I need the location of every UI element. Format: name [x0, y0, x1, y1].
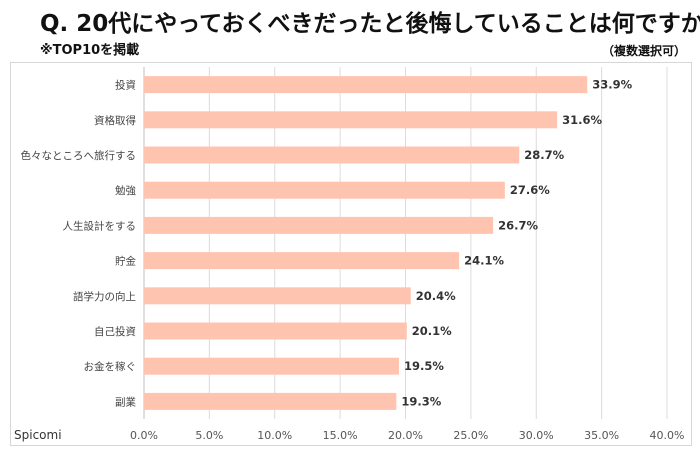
bar: [144, 146, 520, 164]
data-label: 20.4%: [416, 289, 456, 303]
x-tick-label: 10.0%: [257, 429, 292, 442]
category-label: 投資: [115, 79, 136, 92]
data-label: 26.7%: [498, 218, 538, 232]
data-label: 20.1%: [412, 324, 452, 338]
chart-area: 0.0% 5.0% 10.0% 15.0% 20.0% 25.0% 30.0% 35.0% 40…: [10, 62, 692, 446]
bar: [144, 322, 407, 340]
x-tick-label: 15.0%: [323, 429, 358, 442]
multiple-choice-note: （複数選択可）: [601, 44, 686, 58]
bar: [144, 76, 588, 94]
category-label: 自己投資: [94, 325, 136, 338]
category-label: 資格取得: [94, 114, 136, 127]
category-label: 人生設計をする: [63, 219, 137, 232]
brand-logo-text: Spicomi: [14, 428, 62, 442]
x-tick-label: 40.0%: [650, 429, 685, 442]
data-label: 33.9%: [592, 78, 632, 92]
top10-note: ※TOP10を掲載: [40, 43, 140, 58]
data-label: 19.3%: [401, 394, 441, 408]
bar: [144, 357, 399, 375]
bar: [144, 181, 505, 199]
data-label: 31.6%: [562, 113, 602, 127]
category-label: 貯金: [115, 255, 136, 268]
bar: [144, 392, 397, 410]
data-label: 19.5%: [404, 359, 444, 373]
bar: [144, 111, 558, 129]
data-label: 27.6%: [510, 183, 550, 197]
bar: [144, 252, 460, 270]
category-label: 色々なところへ旅行する: [21, 149, 137, 162]
category-label: 勉強: [115, 184, 136, 197]
chart-title: Q. 20代にやっておくべきだったと後悔していることは何ですか？: [40, 11, 700, 37]
bar-chart: 0.0% 5.0% 10.0% 15.0% 20.0% 25.0% 30.0% 35.0% 40…: [21, 67, 685, 442]
x-tick-label: 25.0%: [453, 429, 488, 442]
x-tick-label: 0.0%: [130, 429, 158, 442]
data-label: 24.1%: [464, 254, 504, 268]
x-tick-label: 20.0%: [388, 429, 423, 442]
bar: [144, 287, 411, 305]
bar: [144, 216, 494, 234]
data-label: 28.7%: [524, 148, 564, 162]
category-label: 副業: [115, 395, 136, 408]
category-label: 語学力の向上: [73, 290, 136, 303]
x-tick-label: 35.0%: [584, 429, 619, 442]
category-label: お金を稼ぐ: [84, 360, 137, 373]
x-tick-label: 30.0%: [519, 429, 554, 442]
x-tick-label: 5.0%: [195, 429, 223, 442]
